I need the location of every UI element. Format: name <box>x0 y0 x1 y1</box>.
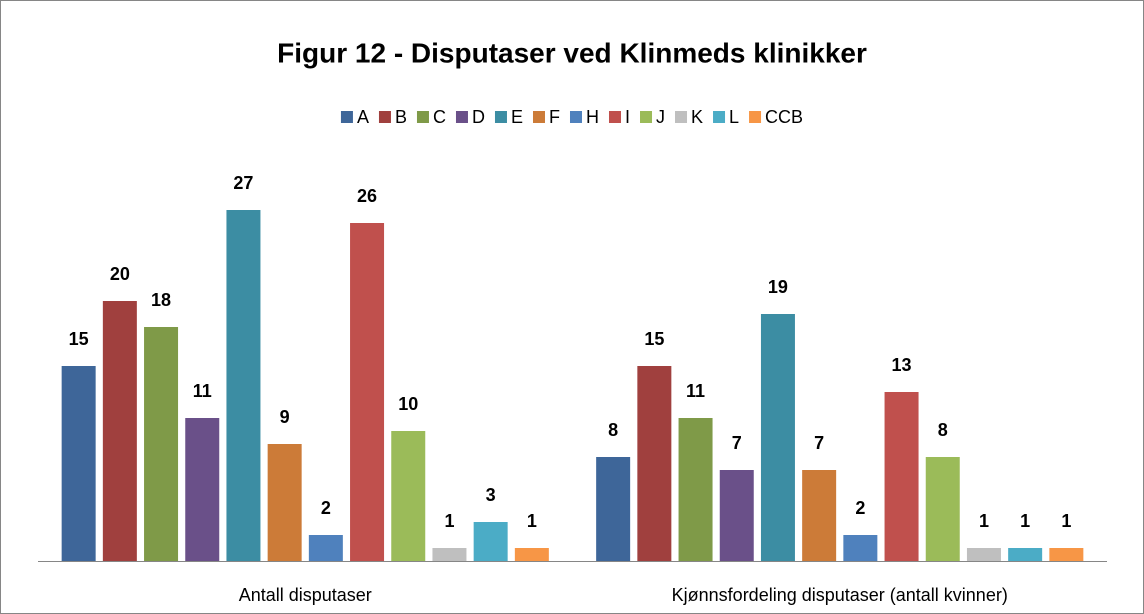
data-label: 11 <box>686 381 705 401</box>
bar <box>843 535 878 561</box>
data-label: 19 <box>768 277 788 297</box>
bar <box>102 301 137 561</box>
legend-swatch <box>675 111 688 123</box>
bar <box>226 210 261 561</box>
legend-swatch <box>378 111 391 123</box>
legend-label: L <box>729 107 739 127</box>
data-label: 2 <box>321 498 331 518</box>
data-label: 15 <box>644 329 664 349</box>
chart-title: Figur 12 - Disputaser ved Klinmeds klini… <box>277 37 867 68</box>
bar <box>1049 548 1084 561</box>
x-tick-label: Antall disputaser <box>239 585 372 605</box>
data-label: 7 <box>814 433 824 453</box>
bar <box>719 470 754 561</box>
bar <box>473 522 508 561</box>
bar <box>925 457 960 561</box>
legend-swatch <box>494 111 507 123</box>
data-label: 15 <box>69 329 89 349</box>
data-label: 18 <box>151 290 171 310</box>
legend-label: J <box>656 107 665 127</box>
bar <box>884 392 919 561</box>
bar <box>596 457 631 561</box>
legend-swatch <box>340 111 353 123</box>
data-label: 11 <box>193 381 212 401</box>
bar <box>308 535 343 561</box>
bar <box>678 418 713 561</box>
data-label: 7 <box>732 433 742 453</box>
data-label: 26 <box>357 186 377 206</box>
legend-swatch <box>640 111 653 123</box>
data-label: 9 <box>280 407 290 427</box>
data-label: 27 <box>233 173 253 193</box>
data-label: 10 <box>398 394 418 414</box>
legend-swatch <box>532 111 545 123</box>
data-label: 8 <box>938 420 948 440</box>
data-label: 3 <box>486 485 496 505</box>
bar <box>61 366 96 561</box>
legend-label: D <box>472 107 485 127</box>
bar <box>760 314 795 561</box>
legend-label: I <box>625 107 630 127</box>
bar <box>391 431 426 561</box>
legend-swatch <box>455 111 468 123</box>
legend-label: K <box>691 107 703 127</box>
data-label: 1 <box>1020 511 1030 531</box>
data-label: 1 <box>979 511 989 531</box>
bar <box>144 327 179 561</box>
legend-swatch <box>608 111 621 123</box>
bar <box>802 470 837 561</box>
legend-label: B <box>395 107 407 127</box>
legend-swatch <box>416 111 429 123</box>
bar <box>514 548 549 561</box>
data-label: 2 <box>855 498 865 518</box>
legend-swatch <box>749 111 762 123</box>
legend-swatch <box>713 111 726 123</box>
data-label: 8 <box>608 420 618 440</box>
legend-label: H <box>586 107 599 127</box>
bar <box>267 444 302 561</box>
legend-label: A <box>357 107 369 127</box>
bar <box>350 223 385 561</box>
legend-label: F <box>549 107 560 127</box>
bar <box>1008 548 1043 561</box>
data-label: 20 <box>110 264 130 284</box>
data-label: 1 <box>444 511 454 531</box>
bar <box>637 366 672 561</box>
bar <box>432 548 467 561</box>
bar <box>966 548 1001 561</box>
data-label: 13 <box>892 355 912 375</box>
legend-label: C <box>433 107 446 127</box>
x-tick-label: Kjønnsfordeling disputaser (antall kvinn… <box>672 585 1008 605</box>
legend-label: E <box>511 107 523 127</box>
data-label: 1 <box>1061 511 1071 531</box>
legend-label: CCB <box>765 107 803 127</box>
legend-swatch <box>569 111 582 123</box>
bar <box>185 418 220 561</box>
data-label: 1 <box>527 511 537 531</box>
